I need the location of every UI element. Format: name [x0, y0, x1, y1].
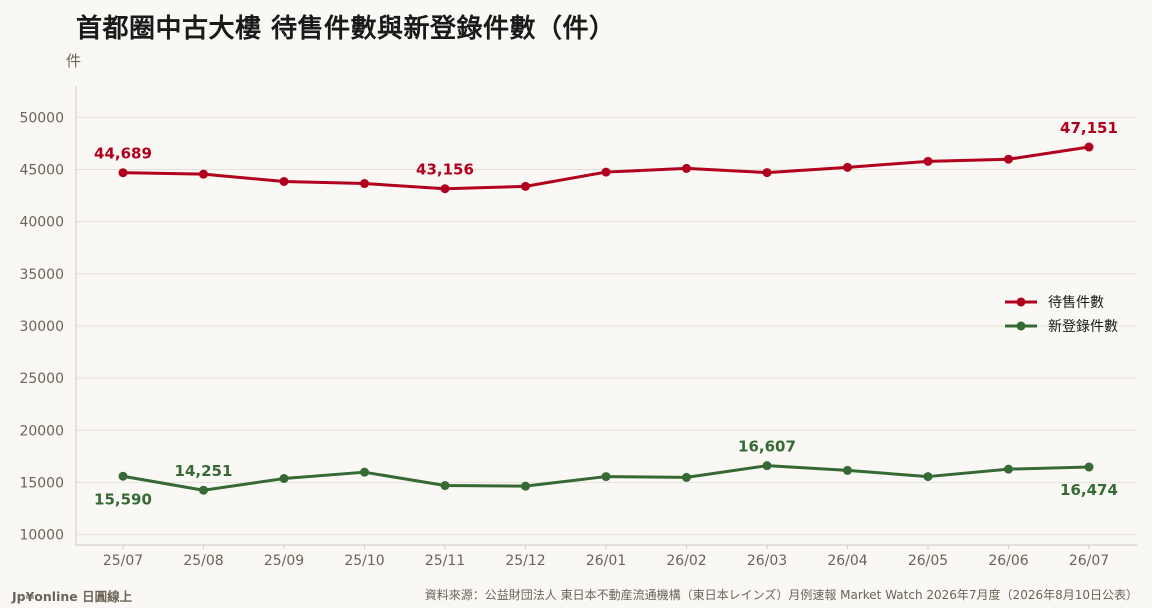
x-tick-label: 26/02	[666, 553, 706, 569]
data-point	[1084, 462, 1094, 472]
y-tick-label: 25000	[19, 371, 64, 387]
x-tick-label: 26/07	[1069, 553, 1109, 569]
grid-lines	[76, 116, 1137, 536]
y-tick-label: 10000	[19, 528, 64, 544]
data-point	[521, 181, 530, 191]
data-point	[279, 176, 289, 186]
data-point	[762, 168, 772, 178]
y-tick-label: 40000	[19, 215, 64, 231]
data-point	[682, 472, 691, 482]
chart-title: 首都圈中古大樓 待售件數與新登錄件數（件）	[76, 14, 616, 44]
x-tick-label: 25/10	[344, 553, 384, 569]
data-point	[682, 163, 691, 173]
data-label: 14,251	[175, 462, 233, 480]
data-point	[762, 461, 772, 471]
data-point	[1004, 154, 1013, 164]
data-label: 43,156	[416, 161, 474, 179]
y-tick-label: 30000	[19, 319, 64, 335]
y-tick-label: 45000	[19, 162, 64, 178]
data-label: 16,607	[738, 438, 796, 456]
data-point	[601, 472, 611, 482]
y-tick-label: 20000	[19, 423, 64, 439]
x-tick-label: 25/11	[425, 553, 465, 569]
data-point	[440, 184, 450, 194]
axes	[75, 86, 1137, 549]
data-point	[923, 156, 933, 166]
y-tick-label: 50000	[19, 110, 64, 126]
source-note: 資料來源：公益財団法人 東日本不動産流通機構（東日本レインズ）月例速報 Mark…	[424, 588, 1138, 602]
y-tick-labels: 10000 15000 20000 25000 30000 35000 40000 45000…	[19, 110, 64, 543]
data-point	[1084, 142, 1094, 152]
data-point	[923, 472, 933, 482]
data-point	[601, 167, 611, 177]
x-tick-label: 25/12	[505, 553, 545, 569]
data-point	[360, 179, 369, 189]
data-point	[199, 485, 208, 495]
data-label: 47,151	[1060, 119, 1118, 137]
x-tick-label: 26/04	[827, 553, 867, 569]
data-point	[440, 481, 450, 491]
y-tick-label: 35000	[19, 267, 64, 283]
data-point	[843, 465, 852, 475]
data-label: 44,689	[94, 145, 152, 163]
legend-label: 新登錄件數	[1048, 319, 1118, 335]
y-tick-label: 15000	[19, 475, 64, 491]
brand-label: Jp¥online 日圓線上	[12, 589, 133, 604]
data-label: 16,474	[1060, 481, 1118, 499]
data-label: 15,590	[94, 490, 152, 508]
legend-swatch-marker	[1016, 321, 1026, 331]
x-tick-labels: 25/07 25/08 25/09 25/10 25/11 25/12 26/01 26/02…	[103, 553, 1109, 569]
x-tick-label: 25/08	[183, 553, 223, 569]
legend-swatch-marker	[1016, 297, 1026, 307]
data-point	[199, 169, 208, 179]
data-point	[118, 168, 128, 178]
y-axis-unit: 件	[66, 52, 82, 70]
data-point	[360, 467, 369, 477]
x-tick-label: 26/01	[586, 553, 626, 569]
x-tick-label: 25/07	[103, 553, 143, 569]
data-point	[843, 162, 852, 172]
data-labels: 44,689 43,156 47,151 15,590 14,251 16,607 16,4…	[94, 119, 1118, 508]
legend-label: 待售件數	[1048, 295, 1104, 311]
data-point	[521, 481, 530, 491]
series-group	[118, 142, 1094, 495]
data-point	[279, 474, 289, 484]
data-point	[118, 471, 128, 481]
x-tick-label: 26/05	[908, 553, 948, 569]
x-tick-label: 25/09	[264, 553, 304, 569]
x-tick-label: 26/06	[988, 553, 1028, 569]
data-point	[1004, 464, 1013, 474]
x-tick-label: 26/03	[747, 553, 787, 569]
